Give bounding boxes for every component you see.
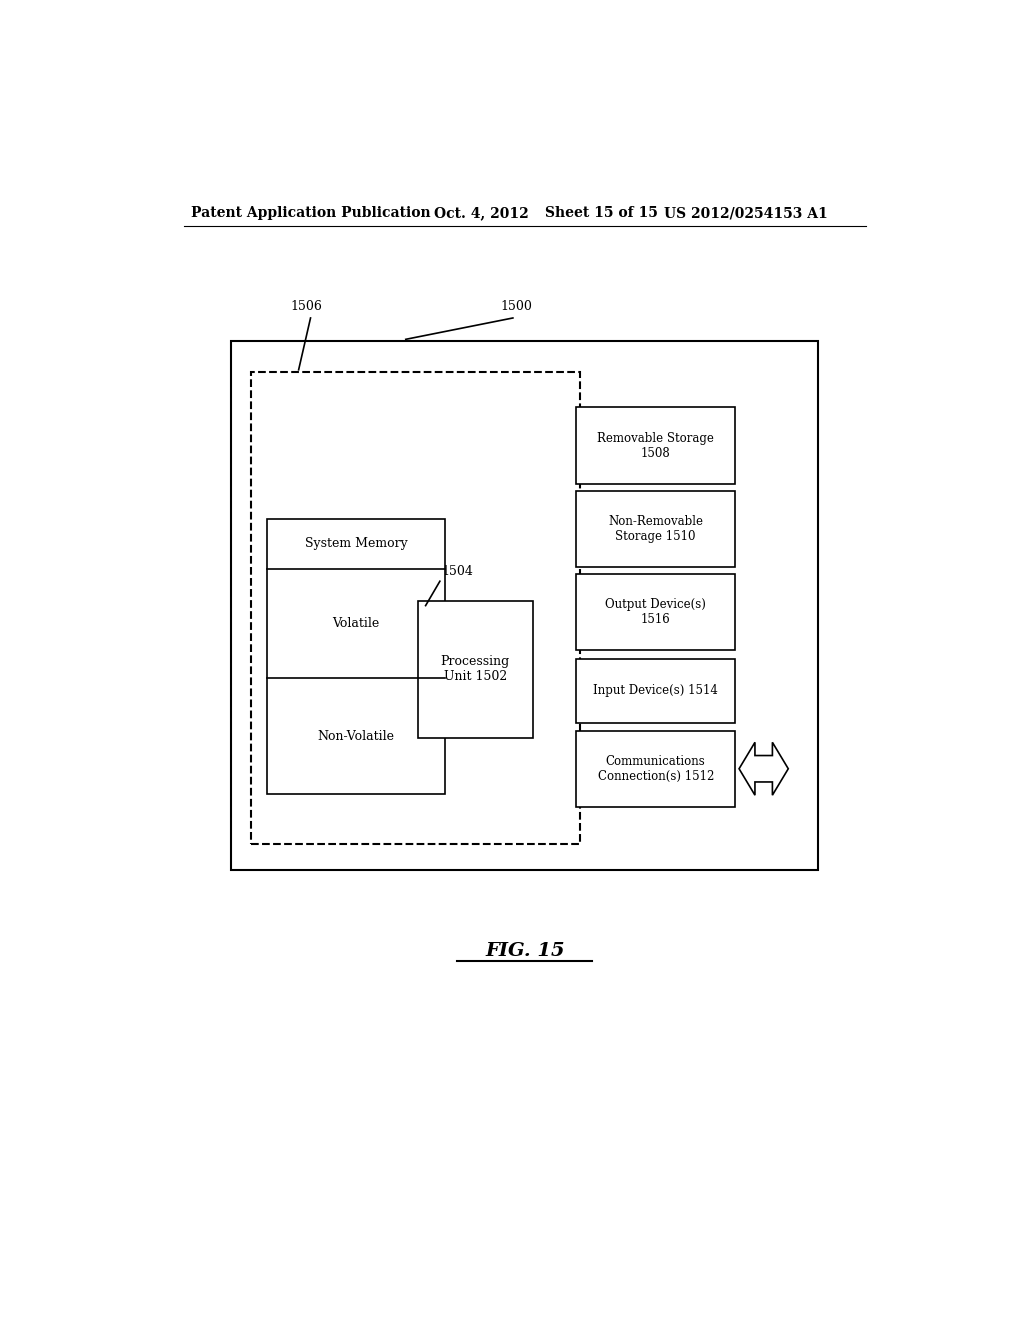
Bar: [577, 491, 735, 568]
Text: Patent Application Publication: Patent Application Publication: [191, 206, 431, 220]
Text: Sheet 15 of 15: Sheet 15 of 15: [545, 206, 657, 220]
Text: Non-Removable
Storage 1510: Non-Removable Storage 1510: [608, 515, 703, 543]
Bar: [418, 601, 532, 738]
Text: Output Device(s)
1516: Output Device(s) 1516: [605, 598, 707, 626]
Text: 1506: 1506: [291, 300, 323, 313]
Text: Non-Volatile: Non-Volatile: [317, 730, 394, 743]
Bar: [577, 731, 735, 807]
Bar: [577, 574, 735, 651]
Text: Volatile: Volatile: [333, 616, 380, 630]
Text: Input Device(s) 1514: Input Device(s) 1514: [593, 685, 718, 697]
Text: System Memory: System Memory: [305, 537, 408, 550]
Text: 1504: 1504: [441, 565, 473, 578]
Text: Removable Storage
1508: Removable Storage 1508: [597, 432, 714, 459]
Text: Communications
Connection(s) 1512: Communications Connection(s) 1512: [598, 755, 714, 783]
Bar: [267, 519, 445, 793]
Text: FIG. 15: FIG. 15: [485, 942, 564, 960]
Bar: [251, 372, 581, 845]
Polygon shape: [739, 742, 788, 795]
Bar: [577, 660, 735, 722]
Bar: [577, 408, 735, 483]
Text: US 2012/0254153 A1: US 2012/0254153 A1: [664, 206, 827, 220]
Text: 1500: 1500: [501, 300, 532, 313]
Text: Oct. 4, 2012: Oct. 4, 2012: [433, 206, 528, 220]
Text: Processing
Unit 1502: Processing Unit 1502: [440, 655, 510, 684]
Bar: [231, 342, 818, 870]
